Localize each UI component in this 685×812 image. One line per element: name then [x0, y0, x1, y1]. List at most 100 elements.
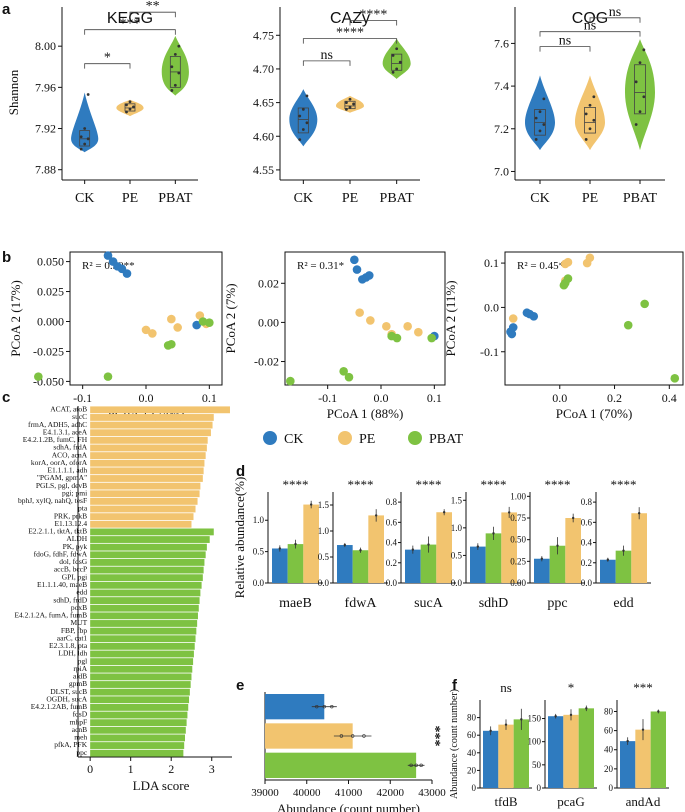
- bar-PBAT: [368, 515, 384, 583]
- point-PBAT: [167, 339, 176, 349]
- y-tick-label: 4.60: [253, 129, 274, 143]
- point-PE: [403, 322, 412, 331]
- r-squared-label: R² = 0.45**: [517, 260, 570, 272]
- point-PE: [588, 103, 592, 107]
- point-CK: [305, 121, 309, 125]
- point-CK: [315, 704, 319, 709]
- lda-bar-PBAT: [90, 566, 204, 574]
- bar-PBAT: [303, 504, 319, 583]
- point-CK: [534, 116, 538, 120]
- point-PBAT: [657, 710, 660, 713]
- point-PE: [592, 118, 596, 122]
- x-tick-label: PE: [342, 191, 358, 206]
- panel-label-a: a: [2, 1, 11, 18]
- sig-bracket: [84, 29, 176, 35]
- point-CK: [305, 94, 309, 98]
- lda-bar-PBAT: [90, 742, 185, 749]
- point-PE: [294, 542, 297, 546]
- violin-PE: [336, 95, 364, 113]
- point-CK: [352, 265, 362, 274]
- lda-bar-label: "PGAM, gpmA": [37, 473, 87, 482]
- lda-bar-PE: [90, 497, 198, 505]
- point-PE: [350, 734, 355, 738]
- violin-PE: [575, 75, 605, 151]
- bar-PE: [420, 544, 437, 583]
- point-CK: [298, 114, 302, 118]
- y-tick-label: 60: [604, 726, 614, 736]
- y-tick-label: 0.6: [581, 517, 593, 527]
- point-CK: [79, 135, 83, 139]
- lda-bar-label: sdhD, frdD: [53, 595, 87, 604]
- sig-label: ***: [120, 17, 141, 32]
- x-tick-label: 1: [128, 762, 134, 776]
- sig-bracket: [539, 46, 591, 52]
- y-tick-label: 100: [528, 737, 542, 747]
- bar-PE: [352, 550, 369, 583]
- y-tick-label: 0.00: [258, 315, 279, 329]
- subpanel-edd: 0.0 0.2 0.4 0.6 0.8 **** edd: [581, 477, 651, 611]
- subpanel-tfdB: 0 20 40 60 80 ns tfdB: [467, 680, 532, 809]
- point-CK: [83, 142, 87, 146]
- legend-ck-label: CK: [284, 432, 303, 447]
- point-CK: [534, 138, 538, 141]
- bar-PE: [549, 545, 566, 583]
- lda-bar-PBAT: [90, 581, 202, 589]
- y-tick-label: 0.50: [510, 535, 526, 545]
- y-tick-label: 40: [467, 748, 477, 758]
- sig-bracket: [129, 11, 176, 18]
- point-PE: [641, 728, 645, 731]
- lda-bar-PE: [90, 414, 214, 421]
- lda-bar-label: pgl: [78, 656, 88, 665]
- x-axis-label: LDA score: [133, 778, 190, 793]
- lda-bar-label: sucC: [72, 412, 87, 421]
- point-PE: [359, 549, 362, 552]
- point-PBAT: [571, 516, 575, 520]
- lda-bar-label: OGDH, sucA: [46, 694, 87, 703]
- y-axis-label: PCoA 2 (7%): [223, 283, 238, 353]
- sig-bracket: [589, 17, 641, 23]
- y-tick-label: 20: [467, 765, 477, 775]
- violin-PBAT: [161, 35, 189, 96]
- lda-bar-label: gpmB: [69, 679, 87, 688]
- y-tick-label: 8.00: [35, 39, 56, 53]
- violin-PBAT: [625, 39, 655, 151]
- point-CK: [322, 704, 326, 709]
- point-PE: [588, 127, 592, 131]
- lda-bar-PE: [90, 505, 196, 513]
- x-tick-label: 0.1: [427, 391, 442, 405]
- point-CK: [606, 558, 610, 561]
- point-CK: [626, 739, 629, 743]
- point-PE: [382, 322, 391, 331]
- point-CK: [122, 269, 132, 278]
- violin-PBAT: [382, 38, 411, 80]
- y-tick-label: 0.5: [253, 547, 265, 557]
- x-tick-label: 0.0: [139, 391, 154, 405]
- point-CK: [103, 251, 113, 260]
- y-tick-label: 0.75: [510, 513, 526, 523]
- lda-bar-PBAT: [90, 681, 191, 688]
- bar-PBAT: [631, 513, 647, 583]
- x-axis-label: Abundance (count number): [277, 801, 420, 812]
- point-PBAT: [638, 110, 642, 114]
- point-PE: [345, 101, 348, 104]
- point-CK: [489, 729, 492, 732]
- y-tick-label: 0: [609, 783, 614, 793]
- y-tick-label: 0: [472, 783, 477, 793]
- lda-bar-PBAT: [90, 726, 186, 734]
- sig-label: ****: [283, 477, 309, 492]
- sig-bracket: [302, 38, 398, 44]
- point-PBAT: [391, 54, 395, 57]
- lda-bar-label: E1.13.12.4: [54, 519, 87, 528]
- y-tick-label: 0.25: [510, 556, 526, 566]
- point-PE: [173, 323, 182, 332]
- lda-bar-PBAT: [90, 665, 193, 673]
- point-CK: [192, 320, 201, 330]
- x-tick-label: CK: [530, 191, 549, 206]
- sig-label: ns: [320, 48, 332, 63]
- lda-bar-label: meh: [74, 733, 87, 742]
- bar-PBAT: [265, 752, 417, 778]
- bar-PE: [563, 714, 579, 788]
- point-PE: [128, 100, 132, 104]
- gene-label: tfdB: [494, 794, 517, 809]
- x-tick-label: 0.4: [662, 391, 677, 405]
